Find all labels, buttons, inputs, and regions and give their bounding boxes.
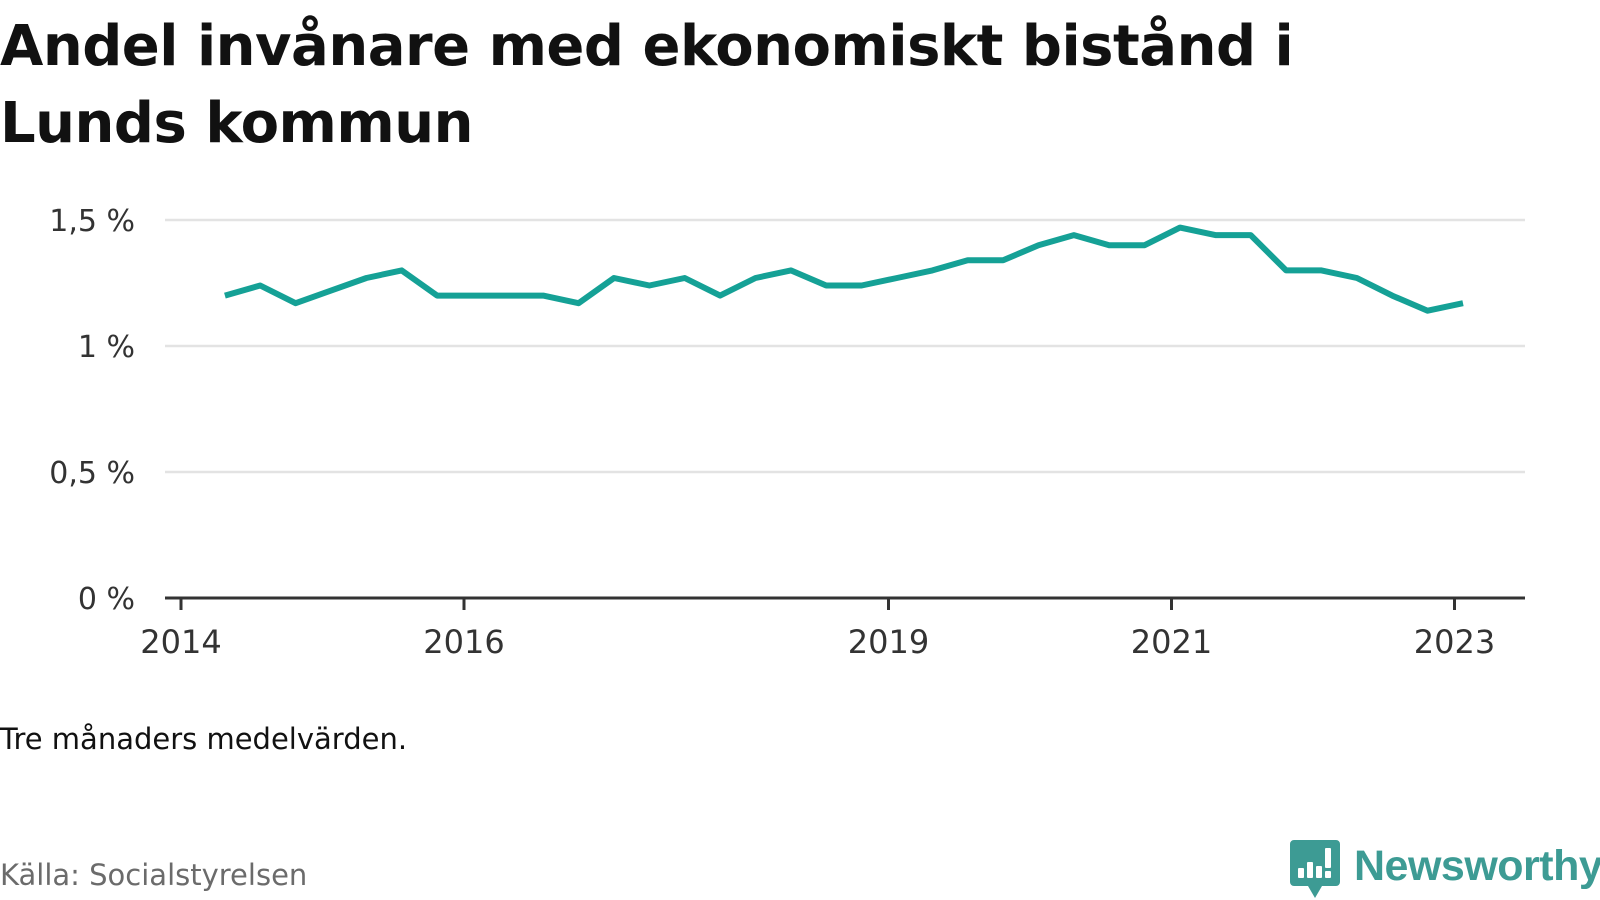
x-tick-label-3: 2021 bbox=[1131, 623, 1212, 661]
data-point bbox=[1071, 232, 1077, 238]
brand-name: Newsworthy bbox=[1354, 842, 1600, 890]
data-point bbox=[222, 293, 228, 299]
data-point bbox=[399, 267, 405, 273]
y-tick-label-0: 0 % bbox=[78, 582, 135, 617]
y-tick-label-1: 0,5 % bbox=[49, 456, 135, 491]
data-point bbox=[434, 293, 440, 299]
data-point bbox=[1212, 232, 1218, 238]
data-point bbox=[1425, 308, 1431, 314]
data-point bbox=[1036, 242, 1042, 248]
data-point bbox=[859, 283, 865, 289]
data-point bbox=[1389, 293, 1395, 299]
chart-title: Andel invånare med ekonomiskt bistånd i … bbox=[0, 14, 1294, 156]
data-point bbox=[470, 293, 476, 299]
data-point bbox=[1106, 242, 1112, 248]
data-point bbox=[576, 300, 582, 306]
y-tick-label-2: 1 % bbox=[78, 330, 135, 365]
data-point bbox=[823, 283, 829, 289]
x-tick-label-2: 2019 bbox=[848, 623, 929, 661]
data-point bbox=[293, 300, 299, 306]
data-point bbox=[328, 288, 334, 294]
data-point bbox=[682, 275, 688, 281]
y-tick-label-3: 1,5 % bbox=[49, 204, 135, 239]
data-point bbox=[929, 267, 935, 273]
data-point bbox=[717, 293, 723, 299]
data-point bbox=[1319, 267, 1325, 273]
data-point bbox=[540, 293, 546, 299]
data-point bbox=[965, 257, 971, 263]
data-point bbox=[1177, 225, 1183, 231]
source-text: Källa: Socialstyrelsen bbox=[0, 858, 308, 892]
data-point bbox=[257, 283, 263, 289]
data-point bbox=[788, 267, 794, 273]
data-point bbox=[1142, 242, 1148, 248]
data-point bbox=[894, 275, 900, 281]
newsworthy-logo: Newsworthy bbox=[1290, 840, 1600, 900]
data-point bbox=[1283, 267, 1289, 273]
x-tick-label-0: 2014 bbox=[140, 623, 221, 661]
data-point bbox=[363, 275, 369, 281]
bar-chart-speech-bubble-icon bbox=[1290, 840, 1340, 898]
data-point bbox=[646, 283, 652, 289]
x-tick-label-1: 2016 bbox=[423, 623, 504, 661]
line-chart: 0 % 0,5 % 1 % 1,5 % 2014 2016 2019 2021 2023 bbox=[49, 204, 1525, 661]
data-point bbox=[505, 293, 511, 299]
chart-note: Tre månaders medelvärden. bbox=[0, 722, 408, 756]
data-point bbox=[1460, 300, 1466, 306]
data-point bbox=[1000, 257, 1006, 263]
x-tick-label-4: 2023 bbox=[1414, 623, 1495, 661]
series-line-0 bbox=[224, 224, 1464, 314]
data-point bbox=[611, 275, 617, 281]
data-point bbox=[753, 275, 759, 281]
data-point bbox=[1248, 232, 1254, 238]
data-point bbox=[1354, 275, 1360, 281]
